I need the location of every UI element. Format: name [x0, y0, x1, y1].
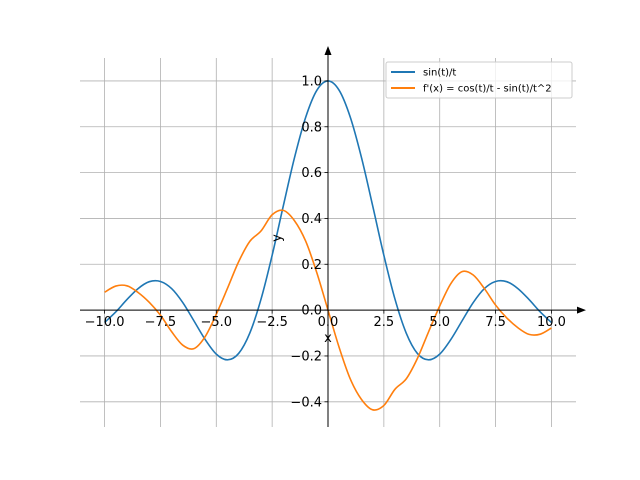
y-tick-label: 0.2 — [301, 258, 322, 273]
y-tick-label: 1.0 — [301, 74, 322, 89]
x-tick-label: −5.0 — [200, 315, 232, 330]
y-tick-label: 0.0 — [301, 304, 322, 319]
x-axis-label: x — [324, 331, 332, 346]
ticks: −10.0 −7.5 −5.0 −2.5 0.0 2.5 5.0 7.5 10.0 −0.4 −0.… — [85, 74, 566, 410]
legend: sin(t)/t f'(x) = cos(t)/t - sin(t)/t^2 — [385, 61, 573, 99]
legend-label-sin: sin(t)/t — [423, 68, 456, 79]
x-tick-label: 7.5 — [485, 315, 506, 330]
legend-label-derivative: f'(x) = cos(t)/t - sin(t)/t^2 — [423, 84, 552, 95]
y-tick-label: 0.8 — [301, 120, 322, 135]
y-axis-arrow — [324, 46, 332, 55]
y-tick-label: −0.4 — [290, 395, 322, 410]
x-tick-label: 5.0 — [429, 315, 450, 330]
x-axis-arrow — [577, 306, 586, 314]
x-tick-label: 2.5 — [374, 315, 395, 330]
y-axis-label: y — [270, 234, 285, 242]
x-tick-label: −2.5 — [256, 315, 288, 330]
x-tick-label: 0.0 — [318, 315, 339, 330]
legend-box — [385, 61, 573, 99]
axes — [80, 46, 586, 427]
x-tick-label: 10.0 — [537, 315, 566, 330]
y-tick-label: 0.4 — [301, 212, 322, 227]
y-tick-label: −0.2 — [290, 349, 322, 364]
y-tick-label: 0.6 — [301, 166, 322, 181]
x-tick-label: −7.5 — [145, 315, 177, 330]
x-tick-label: −10.0 — [85, 315, 125, 330]
